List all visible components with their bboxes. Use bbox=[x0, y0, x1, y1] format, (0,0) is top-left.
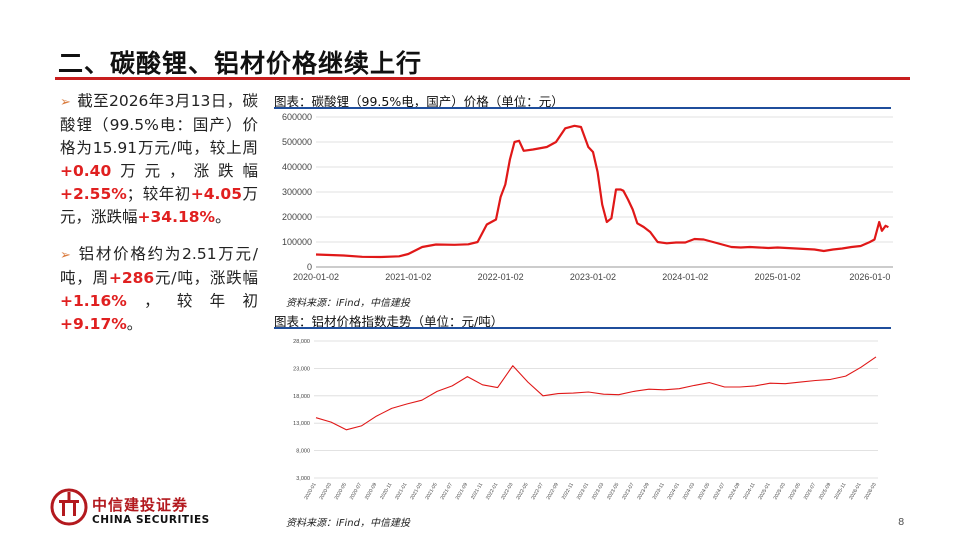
x-tick-label: 2023-01-02 bbox=[570, 272, 616, 282]
x-tick-label: 2021-11 bbox=[470, 482, 484, 501]
bullet-text: 元/吨，涨跌幅 bbox=[154, 269, 258, 287]
y-tick-label: 200000 bbox=[282, 212, 312, 222]
x-tick-label: 2021-07 bbox=[440, 482, 454, 501]
x-tick-label: 2024-05 bbox=[697, 482, 711, 501]
x-tick-label: 2020-01-02 bbox=[293, 272, 339, 282]
highlight-value: +0.40 bbox=[60, 162, 112, 180]
highlight-value: +286 bbox=[108, 269, 155, 287]
highlight-value: +9.17% bbox=[60, 315, 127, 333]
y-tick-label: 600000 bbox=[282, 112, 312, 122]
x-tick-label: 2022-07 bbox=[530, 482, 544, 501]
x-tick-label: 2024-01-02 bbox=[662, 272, 708, 282]
x-tick-label: 2020-01 bbox=[303, 482, 317, 501]
bullet-arrow-icon: ➢ bbox=[60, 95, 71, 110]
logo-name-cn: 中信建投证券 bbox=[92, 496, 189, 514]
x-tick-label: 2020-03 bbox=[318, 482, 332, 501]
x-tick-label: 2025-05 bbox=[788, 482, 802, 501]
highlight-value: +4.05 bbox=[190, 185, 242, 203]
x-tick-label: 2024-11 bbox=[742, 482, 756, 501]
logo-name-en: CHINA SECURITIES bbox=[92, 514, 210, 526]
highlight-value: +34.18% bbox=[137, 208, 216, 226]
x-tick-label: 2026-03 bbox=[863, 482, 877, 501]
x-tick-label: 2023-07 bbox=[621, 482, 635, 501]
y-tick-label: 28,000 bbox=[293, 339, 310, 345]
title-rule bbox=[55, 77, 910, 80]
bullet-text: ；较年初 bbox=[126, 185, 191, 203]
highlight-value: +1.16% bbox=[60, 292, 127, 310]
citic-logo-icon bbox=[50, 488, 88, 526]
x-tick-label: 2025-11 bbox=[833, 482, 847, 501]
bullet-text: 万元，涨跌幅 bbox=[111, 162, 258, 180]
x-tick-label: 2026-01 bbox=[848, 482, 862, 501]
x-tick-label: 2026-01-0 bbox=[849, 272, 890, 282]
x-tick-label: 2020-11 bbox=[379, 482, 393, 501]
highlight-value: +2.55% bbox=[60, 185, 127, 203]
x-tick-label: 2021-03 bbox=[409, 482, 423, 501]
bullet-item: ➢ 铝材价格约为2.51万元/吨，周+286元/吨，涨跌幅 +1.16%，较年初 +9… bbox=[60, 243, 258, 336]
x-tick-label: 2023-09 bbox=[636, 482, 650, 501]
slide-title: 二、碳酸锂、铝材价格继续上行 bbox=[58, 49, 423, 78]
x-tick-label: 2025-07 bbox=[803, 482, 817, 501]
y-tick-label: 13,000 bbox=[293, 421, 310, 427]
x-tick-label: 2021-01 bbox=[394, 482, 408, 501]
x-tick-label: 2020-07 bbox=[349, 482, 363, 501]
chart2-title-rule bbox=[274, 327, 891, 329]
x-tick-label: 2023-03 bbox=[591, 482, 605, 501]
y-tick-label: 300000 bbox=[282, 187, 312, 197]
x-tick-label: 2025-09 bbox=[818, 482, 832, 501]
x-tick-label: 2020-09 bbox=[364, 482, 378, 501]
x-tick-label: 2024-01 bbox=[667, 482, 681, 501]
x-tick-label: 2022-03 bbox=[500, 482, 514, 501]
series-line-aluminum bbox=[315, 356, 877, 431]
bullet-item: ➢ 截至2026年3月13日，碳酸锂（99.5%电：国产）价格为15.91万元/吨… bbox=[60, 90, 258, 229]
y-tick-label: 18,000 bbox=[293, 394, 310, 400]
bullet-text: 万元，涨跌幅 bbox=[60, 185, 258, 226]
y-tick-label: 500000 bbox=[282, 137, 312, 147]
bullet-text: ，较年初 bbox=[126, 292, 258, 310]
bullet-text: 。 bbox=[126, 315, 143, 333]
x-tick-label: 2023-01 bbox=[576, 482, 590, 501]
bullet-text: 铝材价格约为2.51万元/吨，周 bbox=[60, 245, 258, 287]
y-tick-label: 0 bbox=[307, 262, 312, 272]
y-tick-label: 400000 bbox=[282, 162, 312, 172]
series-line-lithium bbox=[315, 124, 889, 259]
x-tick-label: 2022-01 bbox=[485, 482, 499, 501]
x-tick-label: 2025-03 bbox=[773, 482, 787, 501]
bullet-text: 截至2026年3月13日，碳酸锂（99.5%电：国产）价格为15.91万元/吨，… bbox=[60, 92, 258, 157]
x-tick-label: 2024-03 bbox=[682, 482, 696, 501]
x-tick-label: 2022-09 bbox=[546, 482, 560, 501]
x-tick-label: 2021-09 bbox=[455, 482, 469, 501]
bullet-arrow-icon: ➢ bbox=[60, 248, 71, 263]
bullet-list: ➢ 截至2026年3月13日，碳酸锂（99.5%电：国产）价格为15.91万元/吨… bbox=[60, 90, 258, 350]
x-tick-label: 2023-05 bbox=[606, 482, 620, 501]
x-tick-label: 2022-05 bbox=[515, 482, 529, 501]
chart2-title: 图表：铝材价格指数走势（单位：元/吨） bbox=[274, 314, 504, 329]
x-tick-label: 2023-11 bbox=[652, 482, 666, 501]
x-tick-label: 2025-01-02 bbox=[755, 272, 801, 282]
chart2-source: 资料来源：iFind，中信建投 bbox=[286, 518, 410, 529]
x-tick-label: 2021-05 bbox=[424, 482, 438, 501]
bullet-text: 。 bbox=[215, 208, 231, 226]
y-tick-label: 8,000 bbox=[296, 449, 310, 455]
y-tick-label: 23,000 bbox=[293, 366, 310, 372]
chart1-title: 图表：碳酸锂（99.5%电，国产）价格（单位：元） bbox=[274, 94, 564, 109]
x-tick-label: 2022-01-02 bbox=[478, 272, 524, 282]
y-tick-label: 100000 bbox=[282, 237, 312, 247]
x-tick-label: 2025-01 bbox=[757, 482, 771, 501]
chart1-title-rule bbox=[274, 107, 891, 109]
y-tick-label: 3,000 bbox=[296, 476, 310, 482]
x-tick-label: 2022-11 bbox=[561, 482, 575, 501]
x-tick-label: 2024-09 bbox=[727, 482, 741, 501]
chart1-source: 资料来源：iFind，中信建投 bbox=[286, 298, 410, 309]
page-number: 8 bbox=[898, 517, 905, 528]
x-tick-label: 2021-01-02 bbox=[385, 272, 431, 282]
x-tick-label: 2020-05 bbox=[334, 482, 348, 501]
x-tick-label: 2024-07 bbox=[712, 482, 726, 501]
